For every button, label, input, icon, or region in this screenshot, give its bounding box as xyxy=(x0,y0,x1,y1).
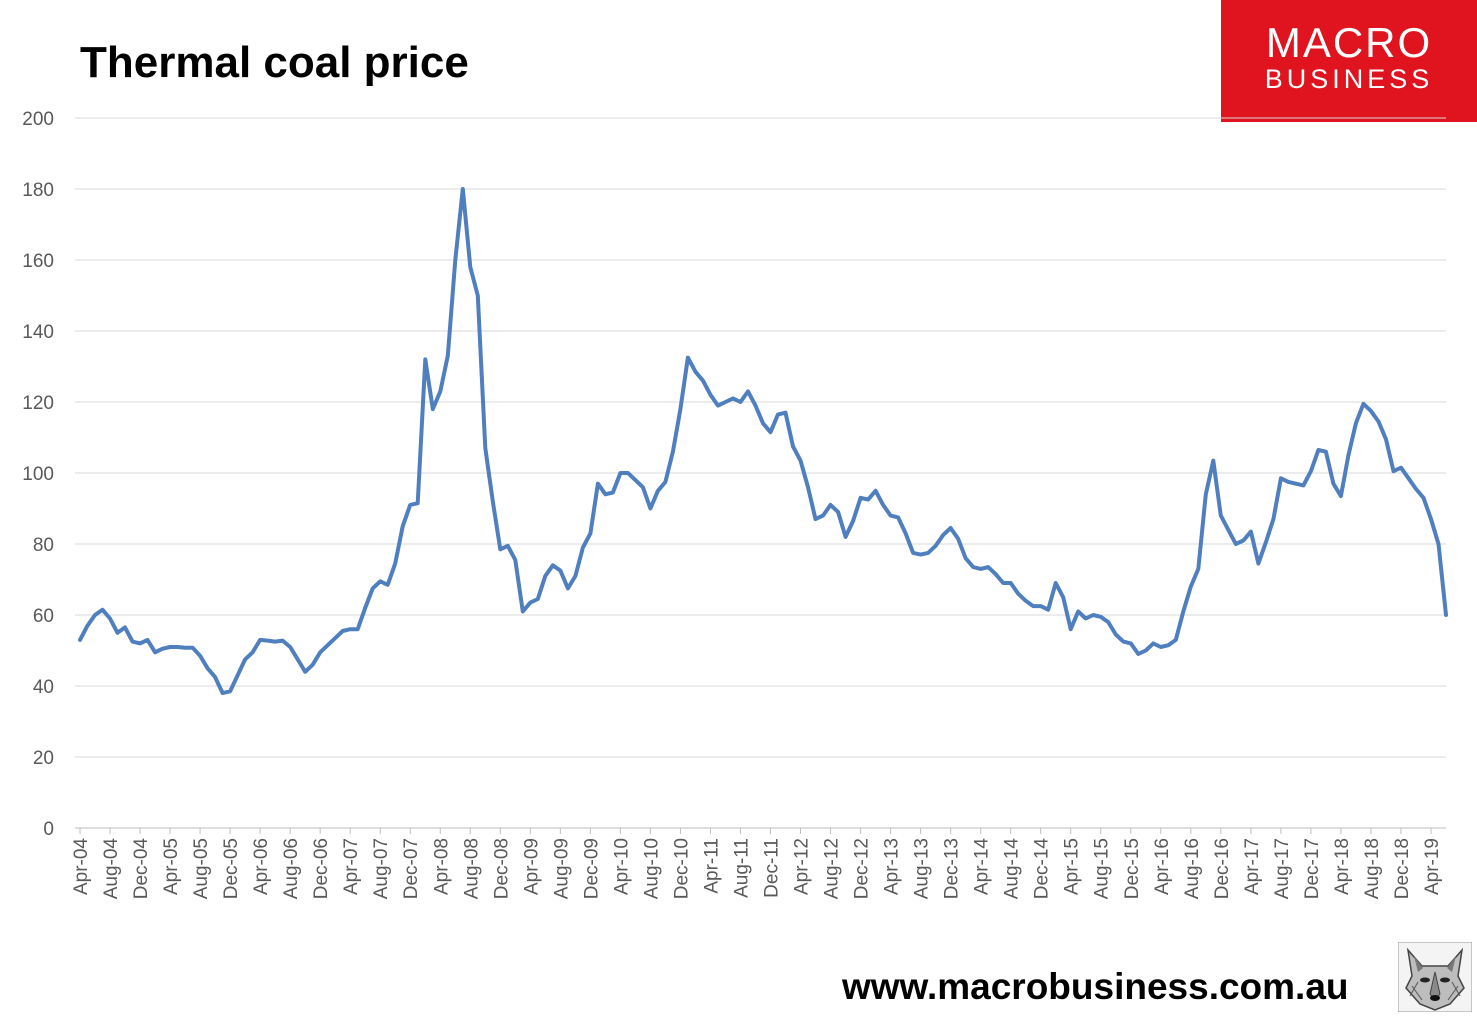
y-tick-label: 100 xyxy=(22,464,54,485)
y-tick-label: 180 xyxy=(22,180,54,201)
x-tick-label: Dec-09 xyxy=(581,838,602,899)
y-tick-label: 200 xyxy=(22,109,54,130)
x-tick-label: Apr-14 xyxy=(972,838,993,895)
y-tick-label: 0 xyxy=(43,819,54,840)
x-tick-label: Aug-18 xyxy=(1362,838,1383,899)
x-tick-label: Apr-16 xyxy=(1152,838,1173,895)
x-tick-label: Dec-17 xyxy=(1302,838,1323,899)
series-line xyxy=(78,187,1448,696)
wolf-logo-icon xyxy=(1398,942,1472,1012)
x-tick-label: Dec-13 xyxy=(942,838,963,899)
x-tick-label: Apr-10 xyxy=(611,838,632,895)
x-tick-label: Dec-16 xyxy=(1212,838,1233,899)
logo-line-2: BUSINESS xyxy=(1264,64,1434,94)
x-tick-label: Aug-04 xyxy=(101,838,122,900)
x-axis-ticks: Apr-04 Aug-04 Dec-04 Apr-05 Aug-05 Dec-05 Apr-… xyxy=(71,828,1443,899)
x-tick-label: Dec-15 xyxy=(1122,838,1143,899)
x-tick-label: Aug-11 xyxy=(731,838,752,898)
x-tick-label: Aug-05 xyxy=(191,838,212,899)
x-tick-label: Dec-08 xyxy=(491,838,512,899)
x-tick-label: Apr-05 xyxy=(161,838,182,895)
x-tick-label: Apr-15 xyxy=(1062,838,1083,895)
x-tick-label: Apr-12 xyxy=(792,838,813,895)
x-tick-label: Apr-04 xyxy=(71,838,92,895)
x-tick-label: Aug-10 xyxy=(641,838,662,899)
x-tick-label: Dec-10 xyxy=(671,838,692,899)
x-tick-label: Aug-15 xyxy=(1092,838,1113,899)
y-tick-label: 20 xyxy=(33,748,54,769)
y-tick-label: 140 xyxy=(22,322,54,343)
y-axis-ticks: 0 20 40 60 80 100 120 140 160 180 200 xyxy=(22,109,54,840)
x-tick-label: Dec-07 xyxy=(401,838,422,899)
gridlines xyxy=(75,117,1446,829)
y-tick-label: 160 xyxy=(22,251,54,272)
logo-line-1: MACRO xyxy=(1265,19,1433,66)
x-tick-label: Dec-14 xyxy=(1032,838,1053,900)
x-tick-label: Apr-17 xyxy=(1242,838,1263,895)
x-tick-label: Apr-08 xyxy=(431,838,452,895)
y-tick-label: 40 xyxy=(33,677,54,698)
x-tick-label: Dec-04 xyxy=(131,838,152,900)
x-tick-label: Apr-09 xyxy=(521,838,542,895)
x-tick-label: Apr-13 xyxy=(882,838,903,895)
website-url: www.macrobusiness.com.au xyxy=(842,966,1349,1007)
x-tick-label: Aug-12 xyxy=(822,838,843,899)
y-tick-label: 60 xyxy=(33,606,54,627)
x-tick-label: Apr-07 xyxy=(341,838,362,895)
x-tick-label: Aug-17 xyxy=(1272,838,1293,899)
x-tick-label: Aug-13 xyxy=(912,838,933,899)
x-tick-label: Dec-12 xyxy=(852,838,873,899)
y-tick-label: 80 xyxy=(33,535,54,556)
x-tick-label: Apr-18 xyxy=(1332,838,1353,895)
x-tick-label: Dec-18 xyxy=(1392,838,1413,899)
x-tick-label: Aug-07 xyxy=(371,838,392,899)
x-tick-label: Aug-16 xyxy=(1182,838,1203,899)
x-tick-label: Aug-14 xyxy=(1002,838,1023,900)
x-tick-label: Apr-11 xyxy=(701,838,722,894)
chart-title: Thermal coal price xyxy=(80,38,469,87)
x-tick-label: Apr-19 xyxy=(1422,838,1443,895)
series-group xyxy=(78,187,1448,696)
x-tick-label: Aug-06 xyxy=(281,838,302,899)
x-tick-label: Apr-06 xyxy=(251,838,272,895)
x-tick-label: Dec-06 xyxy=(311,838,332,899)
x-tick-label: Aug-08 xyxy=(461,838,482,899)
x-tick-label: Dec-11 xyxy=(762,838,783,898)
y-tick-label: 120 xyxy=(22,393,54,414)
macrobusiness-logo: MACRO BUSINESS xyxy=(1221,0,1477,122)
x-tick-label: Aug-09 xyxy=(551,838,572,899)
x-tick-label: Dec-05 xyxy=(221,838,242,899)
